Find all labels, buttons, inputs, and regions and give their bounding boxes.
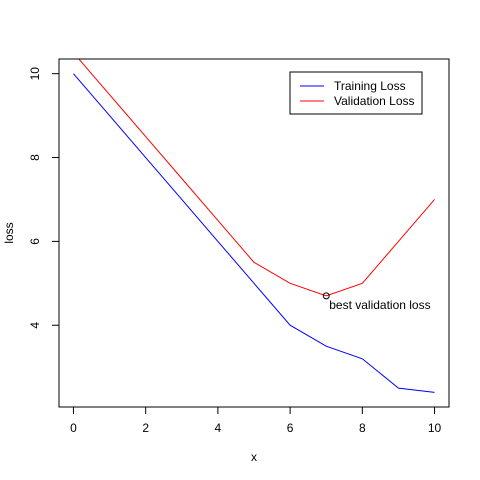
- best-validation-annotation: best validation loss: [322, 292, 431, 312]
- y-tick-label: 10: [28, 67, 42, 81]
- x-tick-label: 4: [215, 421, 222, 435]
- x-tick-label: 0: [70, 421, 77, 435]
- series-line-training-loss: [73, 73, 435, 393]
- x-tick-label: 8: [359, 421, 366, 435]
- x-axis-label: x: [251, 450, 257, 464]
- x-tick-label: 6: [287, 421, 294, 435]
- x-tick-label: 2: [142, 421, 149, 435]
- legend-label-validation-loss: Validation Loss: [334, 94, 415, 108]
- legend-box: [289, 71, 423, 115]
- legend-label-training-loss: Training Loss: [334, 79, 406, 93]
- y-tick-label: 8: [28, 154, 42, 161]
- y-tick-label: 4: [28, 322, 42, 329]
- best-validation-marker: [322, 292, 330, 300]
- series-line-validation-loss: [78, 59, 435, 297]
- best-validation-label: best validation loss: [329, 298, 430, 312]
- axes-layer: 0 2 4 6 8 10 4 6 8 10: [28, 67, 441, 435]
- y-axis-label: loss: [2, 222, 16, 243]
- y-tick-label: 6: [28, 238, 42, 245]
- series-layer: [73, 59, 435, 393]
- legend: Training Loss Validation Loss: [289, 71, 423, 115]
- x-tick-label: 10: [428, 421, 442, 435]
